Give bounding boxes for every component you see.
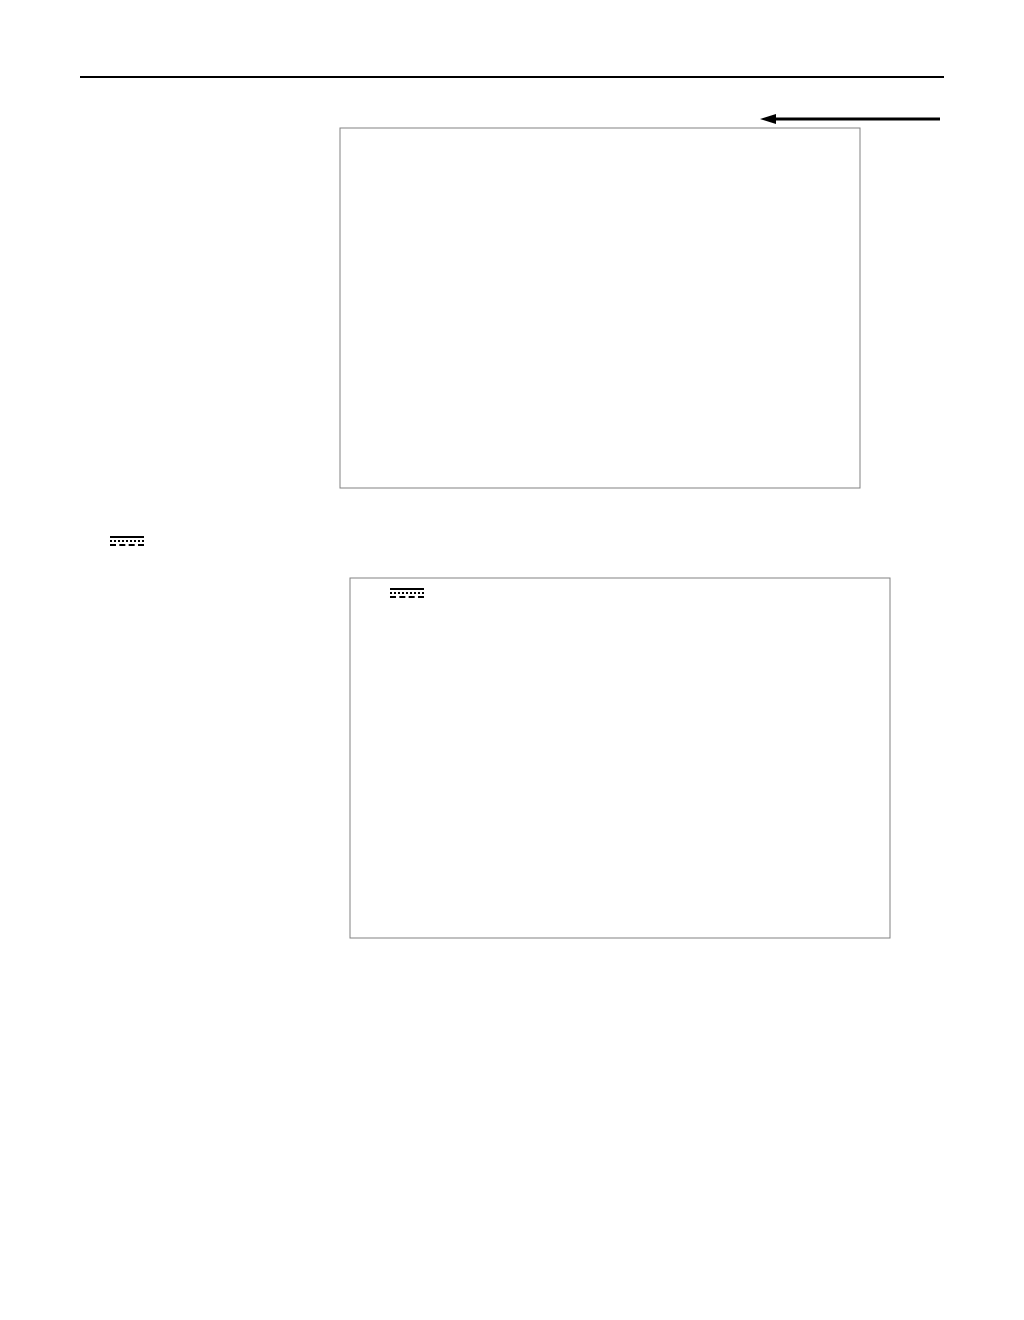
patent-page [0, 0, 1024, 1320]
legend-cycle1 [110, 536, 150, 538]
legend-cycle5 [390, 592, 430, 594]
fig8-legend [110, 534, 150, 548]
fig8-plot [320, 118, 880, 508]
legend-cycle6 [390, 596, 430, 598]
figure-9 [250, 568, 970, 978]
legend-cycle2 [110, 540, 150, 542]
fig9-plot [330, 568, 910, 958]
legend-cycle4 [390, 588, 430, 590]
fig9-legend [390, 586, 430, 600]
figure-8 [240, 118, 960, 548]
page-header [80, 70, 944, 78]
legend-cycle3 [110, 544, 150, 546]
